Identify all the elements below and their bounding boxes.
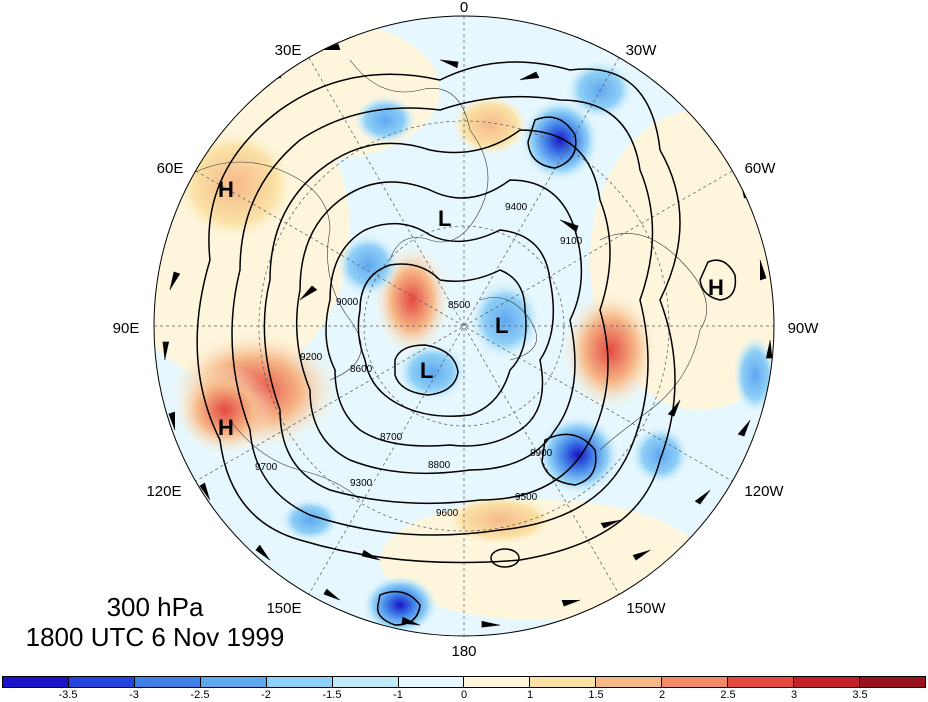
colorbar-tick-label: -2.5 [190, 689, 210, 701]
longitude-label: 90W [788, 320, 820, 337]
colorbar-tick-label: -3.5 [58, 689, 78, 701]
high-center-marker: H [218, 177, 234, 202]
longitude-label: 120E [146, 483, 181, 500]
longitude-label: 150E [266, 600, 301, 617]
colorbar-tick-label: 0 [460, 689, 468, 701]
longitude-label: 180 [451, 643, 476, 660]
colorbar-tick-label: -1 [393, 689, 403, 701]
colorbar-segment [266, 677, 333, 687]
colorbar-segment [596, 677, 663, 687]
colorbar-tick-label: 1 [526, 689, 534, 701]
colorbar-segment [398, 677, 465, 687]
longitude-label: 30W [626, 42, 658, 59]
longitude-label: 150W [626, 600, 666, 617]
colorbar-tick-label: 3.5 [852, 689, 868, 701]
contour-label: 9400 [505, 202, 528, 213]
longitude-label-group: 0 30W 60W 90W 120W 150W 180 150E 120E 90… [113, 0, 820, 660]
valid-time-title: 1800 UTC 6 Nov 1999 [25, 622, 285, 652]
colorbar-segment [794, 677, 860, 687]
contour-label: 9200 [300, 352, 323, 363]
longitude-label: 30E [275, 42, 302, 59]
contour-label: 9100 [560, 236, 583, 247]
colorbar-segment [68, 677, 135, 687]
colorbar-segment [200, 677, 267, 687]
longitude-label: 120W [744, 483, 784, 500]
colorbar-segment [464, 677, 531, 687]
colorbar-segment [859, 677, 925, 687]
pressure-level-title: 300 hPa [106, 592, 204, 622]
colorbar-tick-label: -1.5 [322, 689, 342, 701]
longitude-label: 0 [460, 0, 468, 16]
longitude-label: 60E [157, 160, 184, 177]
longitude-label: 60W [745, 160, 777, 177]
height-contours [196, 61, 737, 626]
colorbar-segment [728, 677, 795, 687]
pressure-center-group: H H H L L L [218, 177, 724, 440]
colorbar-tick-label: -3 [129, 689, 139, 701]
colorbar-tick-label: -2 [261, 689, 271, 701]
high-center-marker: H [218, 415, 234, 440]
contour-label: 9000 [336, 297, 359, 308]
contour-label-group: 8500 8600 8700 8800 8900 9000 9100 9200 … [255, 202, 583, 519]
colorbar-segment [530, 677, 597, 687]
contour-label: 8600 [350, 364, 373, 375]
contour-label: 8700 [380, 432, 403, 443]
contour-label: 8800 [428, 460, 451, 471]
low-center-marker: L [438, 206, 451, 231]
colorbar-tick-label: 2 [658, 689, 666, 701]
colorbar-tick-label: 3 [790, 689, 798, 701]
contour-label: 9600 [436, 508, 459, 519]
contour-label: 9500 [515, 492, 538, 503]
colorbar [2, 676, 926, 688]
longitude-label: 90E [113, 320, 140, 337]
low-center-marker: L [420, 358, 433, 383]
contour-label: 8900 [530, 448, 553, 459]
colorbar-segment [662, 677, 729, 687]
colorbar-segment [134, 677, 201, 687]
map-boundary [153, 15, 775, 637]
colorbar-tick-label: 2.5 [720, 689, 736, 701]
colorbar-ticks: -3.5 -3 -2.5 -2 -1.5 -1 0 1 1.5 2 2.5 3 3.5 [2, 689, 926, 702]
low-center-marker: L [495, 313, 508, 338]
contour-label: 8500 [448, 300, 471, 311]
contour-label: 9300 [350, 478, 373, 489]
high-center-marker: H [708, 275, 724, 300]
colorbar-segment [332, 677, 399, 687]
colorbar-tick-label: 1.5 [588, 689, 604, 701]
contour-label: 9700 [255, 462, 278, 473]
colorbar-segment [3, 677, 69, 687]
map-title: 300 hPa 1800 UTC 6 Nov 1999 [0, 592, 310, 652]
